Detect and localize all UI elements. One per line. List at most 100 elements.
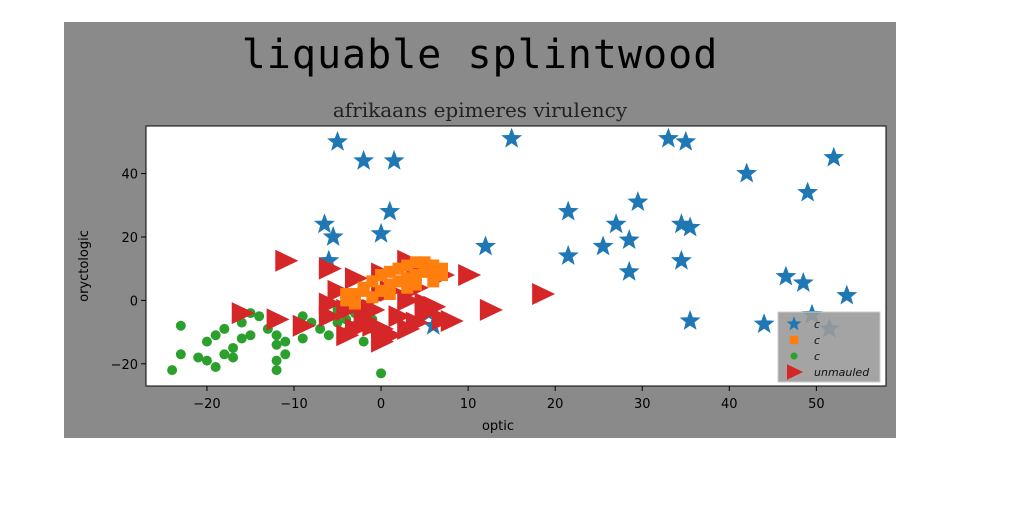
data-point bbox=[618, 229, 640, 249]
data-point bbox=[357, 284, 370, 297]
data-point bbox=[409, 278, 422, 291]
data-point bbox=[315, 323, 326, 334]
data-point bbox=[266, 308, 290, 331]
x-tick-label: 10 bbox=[460, 397, 477, 412]
data-point bbox=[318, 257, 342, 280]
data-point bbox=[280, 349, 291, 360]
data-point bbox=[353, 149, 375, 170]
data-point bbox=[219, 349, 230, 360]
y-axis-label: oryctologic bbox=[77, 230, 92, 302]
data-point bbox=[657, 127, 679, 148]
data-point bbox=[323, 330, 334, 341]
data-point bbox=[618, 260, 640, 281]
data-point bbox=[383, 149, 405, 170]
data-point bbox=[358, 336, 369, 347]
series-square bbox=[340, 256, 448, 310]
data-point bbox=[348, 297, 361, 310]
x-axis-label: optic bbox=[482, 419, 514, 434]
x-tick-label: −10 bbox=[280, 397, 307, 412]
data-point bbox=[340, 288, 353, 301]
data-point bbox=[458, 264, 482, 287]
data-point bbox=[379, 324, 403, 347]
data-point bbox=[414, 292, 438, 315]
data-point bbox=[292, 314, 316, 337]
data-point bbox=[327, 279, 351, 302]
data-point bbox=[271, 339, 282, 350]
data-point bbox=[271, 365, 282, 376]
data-point bbox=[671, 249, 692, 270]
data-point bbox=[228, 352, 239, 363]
data-point bbox=[167, 365, 178, 376]
data-point bbox=[210, 361, 221, 372]
legend-marker bbox=[789, 335, 799, 345]
data-point bbox=[557, 245, 579, 265]
data-point bbox=[427, 275, 440, 288]
legend-label: c bbox=[814, 350, 820, 363]
data-point bbox=[836, 284, 858, 305]
data-point bbox=[228, 342, 239, 353]
data-point bbox=[362, 298, 386, 321]
data-point bbox=[376, 368, 387, 379]
x-tick-label: 30 bbox=[634, 397, 651, 412]
x-tick-label: 20 bbox=[547, 397, 564, 412]
data-point bbox=[318, 249, 340, 270]
data-point bbox=[388, 305, 412, 328]
y-tick-label: 40 bbox=[121, 168, 138, 183]
legend-marker bbox=[787, 364, 804, 380]
data-point bbox=[557, 200, 579, 221]
data-point bbox=[501, 127, 523, 148]
data-point bbox=[475, 235, 496, 256]
data-point bbox=[322, 226, 344, 246]
legend-marker bbox=[786, 316, 802, 331]
data-point bbox=[271, 355, 282, 366]
data-point bbox=[675, 130, 697, 151]
chart-figure: liquable splintwood afrikaans epimeres v… bbox=[64, 22, 896, 438]
data-point bbox=[275, 249, 299, 272]
data-point bbox=[671, 213, 692, 234]
data-point bbox=[332, 317, 343, 328]
data-point bbox=[231, 302, 255, 325]
data-point bbox=[210, 330, 221, 341]
data-point bbox=[314, 213, 335, 234]
data-point bbox=[344, 317, 368, 340]
data-point bbox=[327, 130, 348, 151]
scatter-plot: −20 −10 0 10 20 30 40 50 −20 0 20 40 optic oryctologi… bbox=[77, 125, 887, 434]
data-point bbox=[440, 310, 464, 332]
legend-label: c bbox=[814, 334, 820, 347]
data-point bbox=[370, 222, 392, 243]
data-point bbox=[318, 292, 342, 315]
data-point bbox=[397, 289, 421, 312]
data-point bbox=[736, 162, 758, 183]
legend-marker bbox=[790, 352, 798, 360]
data-point bbox=[236, 333, 247, 344]
data-point bbox=[175, 320, 186, 331]
chart-subtitle: afrikaans epimeres virulency bbox=[332, 98, 628, 122]
chart-title: liquable splintwood bbox=[241, 32, 719, 78]
data-point bbox=[592, 235, 614, 256]
x-tick-label: −20 bbox=[193, 397, 220, 412]
data-point bbox=[271, 330, 282, 341]
legend-label: unmauled bbox=[814, 366, 870, 379]
data-point bbox=[297, 333, 308, 344]
data-point bbox=[383, 288, 396, 301]
data-point bbox=[797, 181, 819, 202]
x-tick-label: 40 bbox=[721, 397, 738, 412]
data-point bbox=[344, 267, 368, 290]
data-point bbox=[679, 216, 701, 237]
data-point bbox=[175, 349, 186, 360]
x-tick-label: 50 bbox=[808, 397, 825, 412]
y-tick-label: 0 bbox=[130, 294, 138, 309]
data-point bbox=[679, 310, 701, 330]
data-point bbox=[627, 191, 649, 211]
data-point bbox=[201, 355, 212, 366]
y-tick-label: −20 bbox=[111, 358, 138, 373]
data-point bbox=[605, 213, 627, 234]
data-point bbox=[753, 313, 775, 334]
data-point bbox=[193, 352, 204, 363]
data-point bbox=[532, 283, 556, 306]
data-point bbox=[254, 311, 265, 322]
data-point bbox=[823, 146, 845, 167]
x-tick-label: 0 bbox=[377, 397, 385, 412]
data-point bbox=[479, 298, 503, 321]
data-point bbox=[792, 272, 814, 292]
